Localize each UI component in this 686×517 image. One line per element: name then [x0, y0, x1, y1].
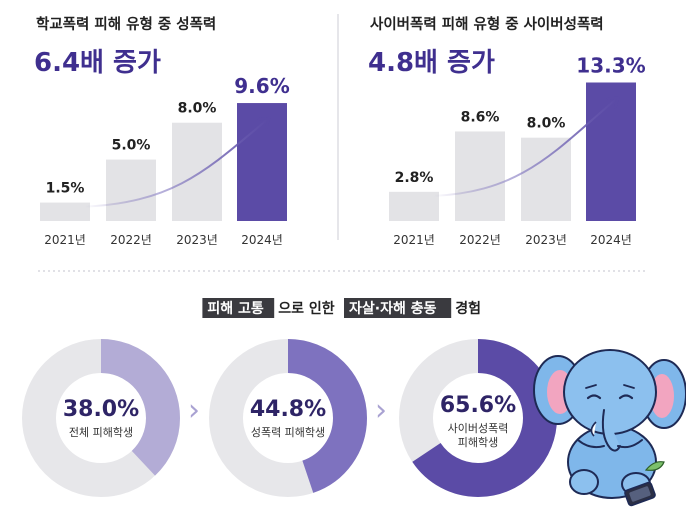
section2-title: 피해 고통 으로 인한 자살·자해 충동 경험	[202, 298, 481, 318]
donut-slice	[209, 339, 367, 497]
section2-title-part: 경험	[455, 300, 481, 317]
chart1-bars	[40, 103, 287, 221]
chart2-tick-label: 2024년	[590, 233, 632, 247]
donut-slice	[22, 339, 180, 497]
donut-value-label: 38.0%	[63, 397, 139, 422]
chart1-value-labels: 1.5% 5.0% 8.0% 9.6%	[46, 74, 290, 197]
chart-panel-2: 사이버폭력 피해 유형 중 사이버성폭력 4.8배 증가 2.8% 8.6% 8.0…	[368, 15, 646, 247]
section2-title-part: 피해 고통	[207, 301, 264, 317]
chart2-tick-label: 2021년	[393, 233, 435, 247]
title-highlight-box	[202, 298, 275, 318]
chart1-bar	[237, 103, 287, 221]
elephant-mascot-icon	[533, 349, 686, 507]
section2-title-part: 자살·자해 충동	[349, 300, 437, 317]
chart1-tick-label: 2021년	[44, 233, 86, 247]
title-highlight-box	[344, 298, 452, 318]
donut-value-label: 65.6%	[440, 393, 516, 418]
chart1-tick-labels: 2021년 2022년 2023년 2024년	[44, 233, 283, 247]
arrow-icon: ›	[188, 393, 200, 428]
chart2-bar	[521, 137, 571, 221]
chart1-value-label: 8.0%	[178, 101, 217, 117]
chart2-value-label: 8.0%	[527, 116, 566, 132]
donut-chart: 38.0% 전체 피해학생	[22, 339, 180, 497]
chart2-value-label: 2.8%	[395, 170, 434, 186]
chart1-value-label: 9.6%	[234, 74, 289, 98]
chart2-subtitle: 사이버폭력 피해 유형 중 사이버성폭력	[370, 15, 604, 33]
chart2-tick-labels: 2021년 2022년 2023년 2024년	[393, 233, 632, 247]
chart2-tick-label: 2022년	[459, 233, 501, 247]
chart1-value-label: 1.5%	[46, 181, 85, 197]
chart2-trend-arrow	[433, 96, 620, 197]
chart2-bar	[389, 191, 439, 221]
donut-caption: 성폭력 피해학생	[251, 425, 325, 439]
chart1-subtitle: 학교폭력 피해 유형 중 성폭력	[36, 15, 216, 33]
section2-title-part: 으로 인한	[278, 300, 335, 317]
chart1-trend-arrow	[84, 116, 271, 208]
chart2-tick-label: 2023년	[525, 233, 567, 247]
chart1-title: 6.4배 증가	[34, 48, 161, 78]
chart2-bars	[389, 82, 636, 221]
donut-slice	[399, 339, 557, 497]
donut-value-label: 44.8%	[250, 397, 326, 422]
donut-caption: 전체 피해학생	[69, 425, 133, 439]
donut-caption: 사이버성폭력	[448, 422, 509, 435]
donut-chart: 44.8% 성폭력 피해학생	[209, 339, 367, 497]
chart2-title: 4.8배 증가	[368, 48, 495, 78]
chart1-bar	[172, 122, 222, 221]
chart2-value-label: 13.3%	[576, 53, 645, 77]
chart2-bar	[455, 131, 505, 221]
chart1-tick-label: 2024년	[241, 233, 283, 247]
chart1-tick-label: 2022년	[110, 233, 152, 247]
chart1-bar	[40, 202, 90, 221]
chart1-bar	[106, 159, 156, 221]
chart1-value-label: 5.0%	[112, 138, 151, 154]
chart2-value-label: 8.6%	[461, 109, 500, 125]
donut-caption: 피해학생	[458, 435, 498, 449]
chart1-tick-label: 2023년	[176, 233, 218, 247]
chart2-value-labels: 2.8% 8.6% 8.0% 13.3%	[395, 53, 646, 185]
chart-panel-1: 학교폭력 피해 유형 중 성폭력 6.4배 증가 1.5% 5.0% 8.0% 9.6…	[34, 15, 290, 247]
arrow-icon: ›	[375, 393, 387, 428]
